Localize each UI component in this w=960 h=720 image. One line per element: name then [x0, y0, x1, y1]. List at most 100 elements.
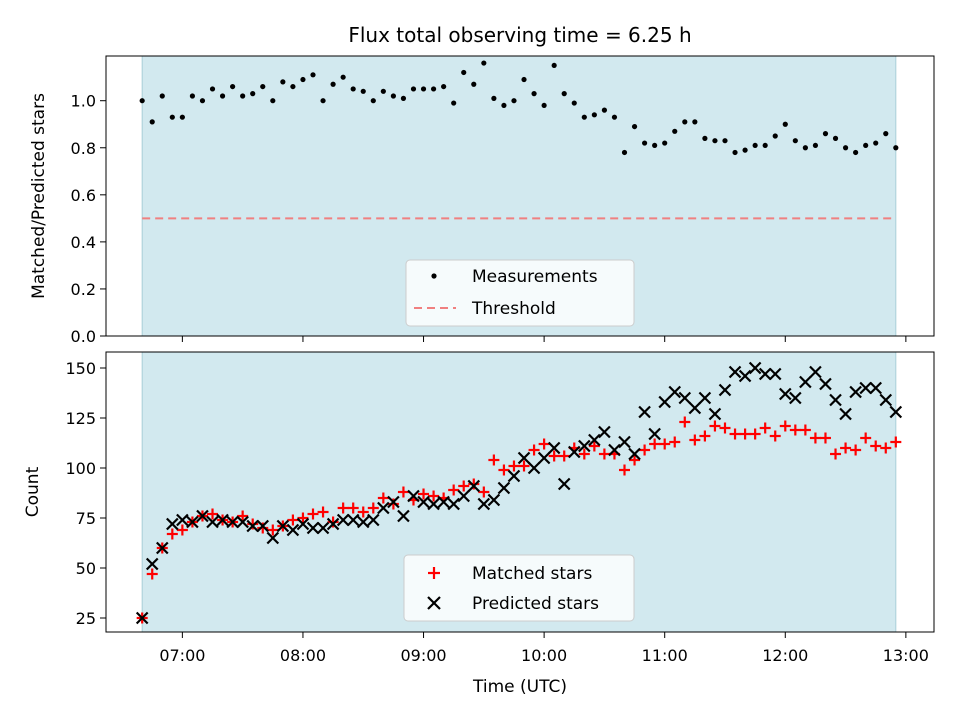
- measurement-point: [420, 86, 427, 92]
- matched-star-point: [860, 432, 872, 444]
- matched-star-point: [488, 454, 500, 466]
- top-axes-frame: [105, 55, 935, 337]
- predicted-star-point: [507, 469, 521, 483]
- predicted-star-point: [779, 387, 792, 401]
- matched-star-point: [739, 428, 751, 440]
- predicted-star-point: [437, 495, 450, 509]
- matched-star-point: [267, 524, 279, 536]
- matched-star-point: [548, 450, 560, 462]
- matched-star-point: [337, 502, 349, 514]
- predicted-star-point: [738, 369, 752, 383]
- top-legend: Measurements Threshold: [405, 259, 635, 327]
- predicted-star-point: [889, 405, 903, 419]
- predicted-star-point: [608, 443, 621, 457]
- predicted-star-point: [407, 489, 420, 503]
- matched-star-point: [518, 460, 530, 472]
- predicted-star-point: [758, 367, 772, 381]
- bottom-axes-frame: [105, 351, 935, 633]
- measurement-point: [581, 114, 587, 120]
- measurement-point: [380, 88, 386, 94]
- matched-star-point: [478, 486, 490, 498]
- matched-star-point: [659, 438, 671, 450]
- predicted-star-point: [176, 513, 189, 527]
- measurement-point: [471, 81, 477, 87]
- matched-star-point: [538, 438, 550, 450]
- measurement-point: [601, 107, 608, 113]
- matched-star-point: [317, 506, 329, 518]
- predicted-star-point: [356, 515, 370, 529]
- predicted-star-point: [537, 451, 551, 465]
- measurement-point: [863, 142, 869, 149]
- matched-star-point: [729, 428, 741, 440]
- measurement-point: [280, 79, 286, 85]
- top-panel: 0.0 0.2 0.4 0.6 0.8 1.0 Matched/Predicted sta…: [29, 55, 935, 346]
- measurement-point: [652, 142, 658, 149]
- bottom-y-ticks: 25 50 75 100 125 150: [65, 359, 106, 628]
- matched-star-point: [819, 432, 831, 444]
- measurement-point: [541, 102, 547, 109]
- matched-star-point: [498, 464, 510, 476]
- measurement-point: [682, 119, 688, 125]
- top-y-axis-label: Matched/Predicted stars: [29, 93, 49, 299]
- legend-threshold: Threshold: [471, 299, 556, 319]
- predicted-star-point: [256, 519, 270, 533]
- x-tick-label: 08:00: [280, 646, 326, 665]
- matched-star-point: [669, 436, 681, 448]
- predicted-star-point: [467, 479, 481, 493]
- matched-star-point: [809, 432, 821, 444]
- measurement-point: [722, 138, 728, 144]
- matched-star-point: [689, 434, 701, 446]
- predicted-star-point: [457, 489, 471, 503]
- matched-star-point: [699, 430, 711, 442]
- legend-measurements: Measurements: [472, 267, 598, 287]
- measurement-point: [853, 149, 859, 156]
- measurement-point: [390, 93, 396, 99]
- matched-star-point: [257, 522, 269, 534]
- measurement-point: [511, 98, 517, 104]
- top-y-tick-label: 0.0: [71, 327, 96, 346]
- matched-star-point: [448, 484, 460, 496]
- matched-star-point: [387, 498, 399, 510]
- bottom-y-tick-label: 25: [76, 609, 96, 628]
- x-tick-label: 11:00: [642, 646, 688, 665]
- measurement-point: [732, 149, 738, 156]
- measurement-point: [400, 95, 407, 101]
- predicted-star-point: [829, 393, 842, 407]
- matched-star-point: [880, 442, 892, 454]
- predicted-star-point: [768, 367, 782, 381]
- bottom-y-tick-label: 150: [65, 359, 96, 378]
- matched-star-point: [207, 508, 219, 520]
- matched-star-point: [749, 428, 761, 440]
- x-tick-label: 07:00: [159, 646, 205, 665]
- predicted-star-point: [196, 509, 209, 523]
- matched-star-point: [347, 502, 359, 514]
- predicted-star-point: [517, 451, 531, 465]
- bottom-x-ticks: 07:00 08:00 09:00 10:00 11:00 12:00 13:00: [159, 632, 929, 665]
- matched-star-point: [237, 510, 249, 522]
- measurement-point: [350, 86, 356, 92]
- matched-star-point: [367, 502, 379, 514]
- measurement-point: [812, 142, 819, 149]
- predicted-star-point: [668, 385, 682, 399]
- predicted-star-point: [306, 521, 320, 535]
- measurement-point: [189, 93, 196, 99]
- legend-matched-marker: [428, 567, 440, 579]
- matched-star-point: [679, 416, 691, 428]
- predicted-star-point: [648, 427, 661, 441]
- predicted-star-point: [135, 611, 149, 625]
- measurement-point: [832, 135, 839, 141]
- measurement-point: [762, 142, 768, 149]
- measurement-point: [159, 93, 165, 99]
- predicted-star-point: [316, 521, 330, 535]
- measurement-point: [340, 74, 346, 80]
- predicted-star-point: [487, 493, 501, 507]
- legend-matched-stars: Matched stars: [472, 564, 592, 584]
- measurement-point: [310, 72, 316, 78]
- top-y-tick-label: 0.2: [71, 280, 96, 299]
- matched-star-point: [247, 518, 259, 530]
- predicted-star-point: [497, 481, 511, 495]
- predicted-star-point: [748, 361, 762, 375]
- measurement-point: [330, 81, 336, 87]
- matched-star-point: [769, 430, 781, 442]
